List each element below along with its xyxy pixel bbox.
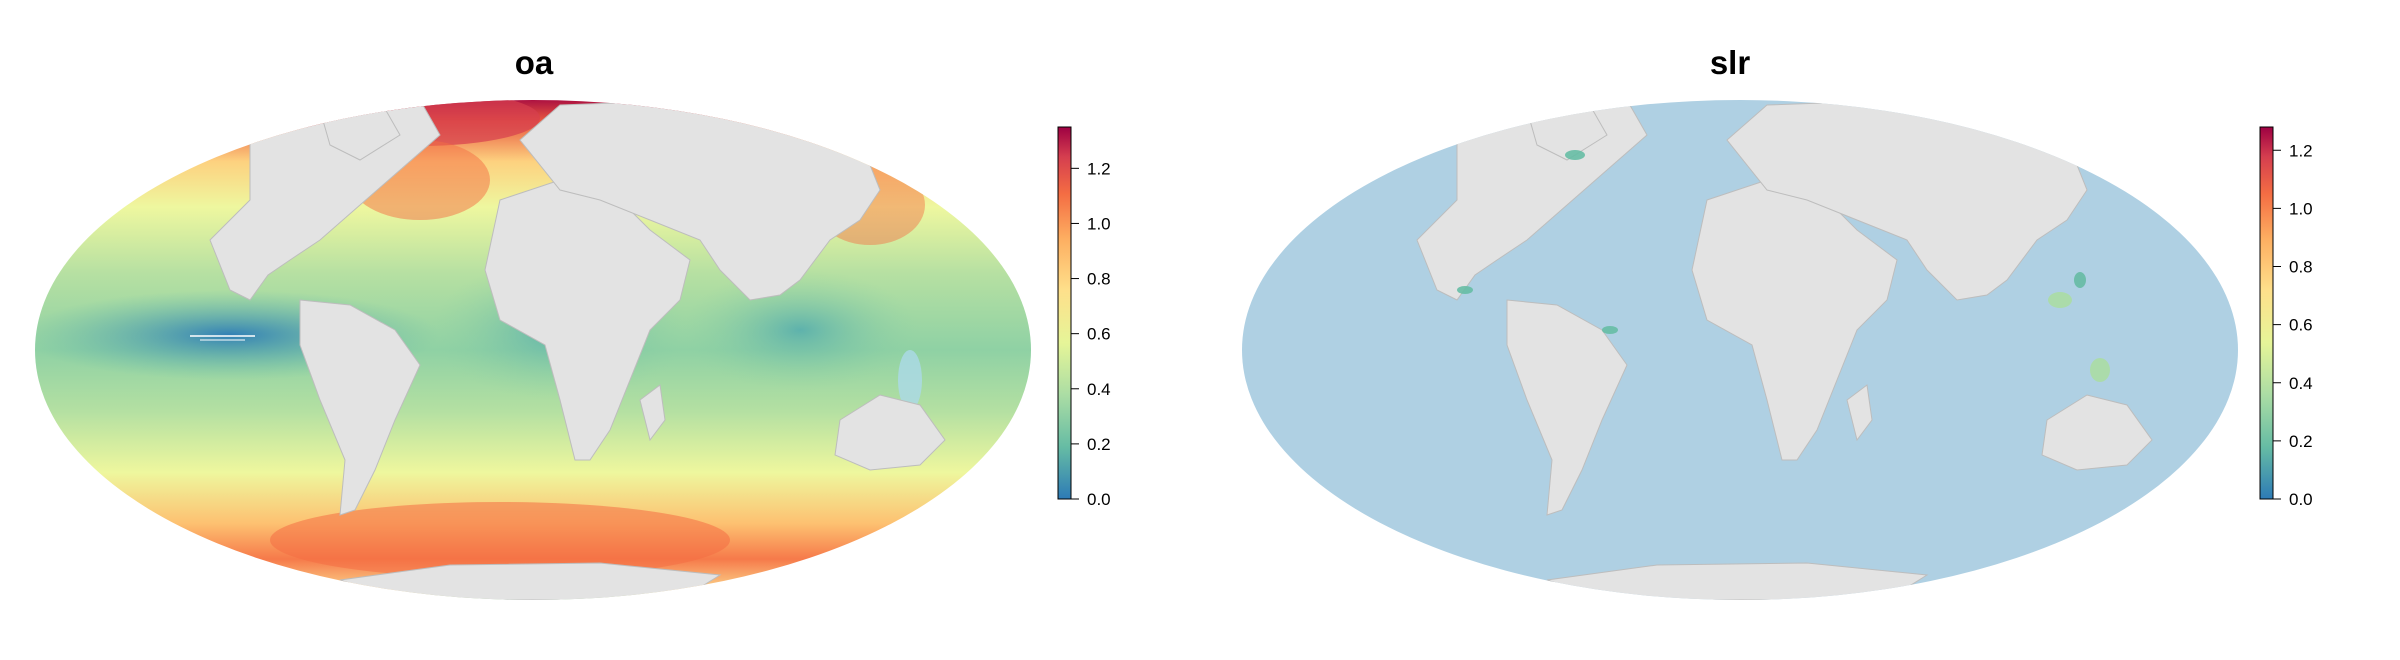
oa-map-title: oa: [514, 44, 554, 81]
oa-legend-tick-label: 0.2: [1087, 435, 1111, 454]
slr-land: [1416, 100, 2153, 600]
oa-legend-tick-label: 0.0: [1087, 490, 1111, 509]
oa-color-legend: 0.0 0.2 0.4 0.6 0.8 1.0 1.2: [1057, 126, 1111, 509]
slr-map-svg: 0.0 0.2 0.4 0.6 0.8 1.0 1.2: [1242, 100, 2313, 600]
slr-legend-tick-label: 0.0: [2289, 490, 2313, 509]
slr-ocean-field: [1242, 100, 2238, 600]
slr-legend-tick-label: 0.8: [2289, 258, 2313, 277]
oa-ocean-field: [35, 100, 1031, 600]
slr-legend-tick-label: 1.2: [2289, 141, 2313, 160]
slr-map-title: slr: [1709, 44, 1751, 81]
oa-legend-ticks: 0.0 0.2 0.4 0.6 0.8 1.0 1.2: [1071, 159, 1111, 509]
oa-legend-tick-label: 0.8: [1087, 270, 1111, 289]
slr-map-panel: slr: [1200, 0, 2400, 660]
slr-color-legend: 0.0 0.2 0.4 0.6 0.8 1.0 1.2: [2259, 126, 2313, 509]
oa-legend-tick-label: 1.0: [1087, 214, 1111, 233]
oa-legend-tick-label: 0.4: [1087, 380, 1111, 399]
slr-legend-tick-label: 1.0: [2289, 199, 2313, 218]
slr-legend-tick-label: 0.4: [2289, 374, 2313, 393]
oa-map-panel: oa: [35, 44, 1111, 600]
oa-map-svg: 0.0 0.2 0.4 0.6 0.8 1.0 1.2: [35, 100, 1111, 600]
oa-legend-tick-label: 1.2: [1087, 159, 1111, 178]
slr-legend-tick-label: 0.6: [2289, 316, 2313, 335]
slr-legend-tick-label: 0.2: [2289, 432, 2313, 451]
oa-legend-tick-label: 0.6: [1087, 325, 1111, 344]
slr-legend-ticks: 0.0 0.2 0.4 0.6 0.8 1.0 1.2: [2273, 141, 2313, 509]
